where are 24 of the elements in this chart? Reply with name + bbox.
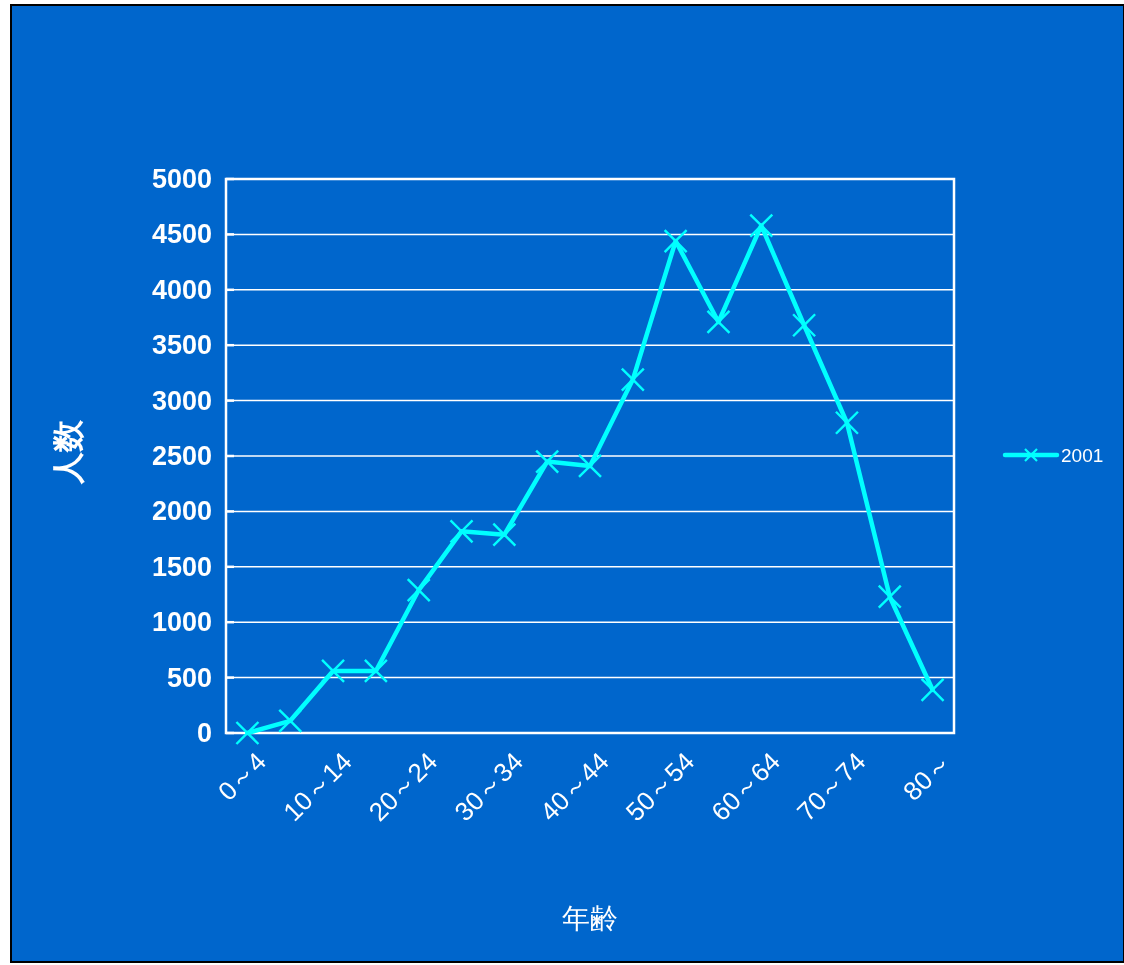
x-tick-label: 70～74 bbox=[791, 746, 872, 827]
y-tick-label: 2000 bbox=[151, 496, 212, 527]
x-tick-label: 0～4 bbox=[211, 746, 273, 807]
x-tick-label: 20～24 bbox=[362, 746, 444, 827]
y-tick-label: 5000 bbox=[151, 164, 212, 194]
y-tick-label: 0 bbox=[196, 718, 212, 748]
y-tick-label: 2500 bbox=[151, 441, 212, 471]
y-tick-label: 1500 bbox=[151, 551, 212, 582]
y-tick-label: 3000 bbox=[151, 385, 212, 416]
y-tick-label: 4000 bbox=[151, 274, 212, 305]
x-tick-label: 40～44 bbox=[534, 746, 615, 827]
y-tick-label: 4500 bbox=[151, 219, 212, 250]
legend: 2001 bbox=[1002, 444, 1104, 466]
x-tick-label: 50～54 bbox=[619, 746, 701, 827]
x-tick-label: 60～64 bbox=[705, 746, 786, 827]
y-axis-title: 人数 bbox=[50, 419, 86, 485]
x-tick-label: 30～34 bbox=[448, 746, 529, 827]
y-tick-label: 1000 bbox=[151, 607, 212, 638]
x-tick-label: 80～ bbox=[897, 746, 958, 807]
y-tick-label: 500 bbox=[166, 662, 212, 693]
legend-label: 2001 bbox=[1061, 444, 1104, 466]
x-tick-label: 10～14 bbox=[277, 746, 358, 827]
y-tick-label: 3500 bbox=[151, 330, 212, 361]
x-axis-title: 年齢 bbox=[562, 902, 618, 934]
